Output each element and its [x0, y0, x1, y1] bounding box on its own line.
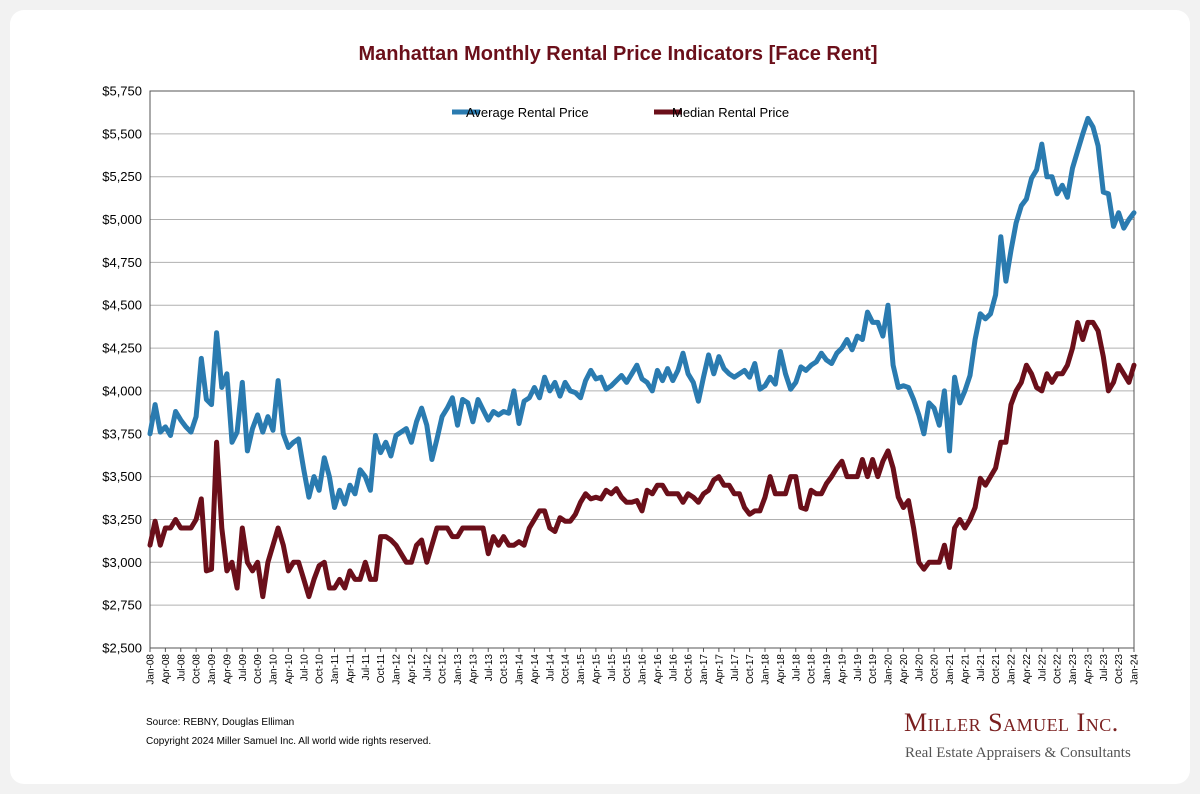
legend-label-average: Average Rental Price — [466, 105, 589, 120]
x-tick-label: Apr-17 — [714, 654, 725, 684]
x-tick-label: Apr-11 — [345, 654, 356, 684]
x-tick-label: Apr-20 — [899, 654, 910, 684]
y-tick-label: $5,000 — [102, 212, 142, 227]
x-tick-label: Jul-09 — [238, 654, 249, 682]
x-tick-label: Apr-22 — [1022, 654, 1033, 684]
x-tick-label: Jan-20 — [884, 654, 895, 685]
x-tick-label: Jul-23 — [1099, 654, 1110, 682]
x-tick-label: Oct-19 — [868, 654, 879, 684]
copyright-note: Copyright 2024 Miller Samuel Inc. All wo… — [146, 736, 432, 747]
y-tick-label: $3,250 — [102, 512, 142, 527]
x-tick-label: Jan-24 — [1130, 654, 1141, 685]
brand-logo-name: Miller Samuel Inc. — [904, 708, 1119, 737]
legend-label-median: Median Rental Price — [672, 105, 789, 120]
y-tick-label: $5,500 — [102, 126, 142, 141]
x-tick-label: Jul-08 — [176, 654, 187, 682]
x-tick-label: Oct-21 — [991, 654, 1002, 684]
x-tick-label: Jul-15 — [607, 654, 618, 682]
x-tick-label: Oct-23 — [1114, 654, 1125, 684]
x-tick-label: Oct-16 — [684, 654, 695, 684]
chart-title: Manhattan Monthly Rental Price Indicator… — [359, 43, 878, 65]
x-tick-label: Apr-16 — [653, 654, 664, 684]
x-tick-label: Jul-10 — [299, 654, 310, 682]
x-tick-label: Apr-23 — [1083, 654, 1094, 684]
x-tick-label: Jan-17 — [699, 654, 710, 685]
x-tick-label: Oct-17 — [745, 654, 756, 684]
x-tick-label: Oct-18 — [807, 654, 818, 684]
x-tick-label: Oct-14 — [561, 654, 572, 684]
x-tick-label: Oct-15 — [622, 654, 633, 684]
source-note: Source: REBNY, Douglas Elliman — [146, 717, 295, 728]
x-tick-label: Apr-21 — [960, 654, 971, 684]
x-tick-label: Jan-09 — [207, 654, 218, 685]
y-tick-label: $5,250 — [102, 169, 142, 184]
series-line-average — [147, 115, 1137, 510]
x-tick-label: Apr-09 — [222, 654, 233, 684]
x-tick-label: Jan-08 — [146, 654, 157, 685]
x-tick-label: Jul-20 — [914, 654, 925, 682]
x-tick-label: Oct-08 — [192, 654, 203, 684]
x-tick-label: Oct-11 — [376, 654, 387, 684]
x-tick-label: Jul-11 — [361, 654, 372, 681]
x-tick-label: Oct-10 — [315, 654, 326, 684]
x-tick-label: Apr-12 — [407, 654, 418, 684]
x-tick-label: Jan-16 — [638, 654, 649, 685]
y-axis: $2,500 $2,750 $3,000 $3,250 $3,500 $3,750 $4,0… — [102, 84, 142, 656]
x-tick-label: Jan-12 — [392, 654, 403, 685]
brand-logo-tagline: Real Estate Appraisers & Consultants — [905, 745, 1131, 761]
x-tick-label: Jul-22 — [1037, 654, 1048, 682]
y-tick-label: $4,500 — [102, 298, 142, 313]
x-tick-label: Jan-18 — [761, 654, 772, 685]
series-lines — [147, 115, 1137, 600]
x-tick-label: Jan-13 — [453, 654, 464, 685]
x-tick-label: Oct-12 — [438, 654, 449, 684]
y-tick-label: $2,500 — [102, 641, 142, 656]
y-tick-label: $4,000 — [102, 383, 142, 398]
x-tick-label: Jan-11 — [330, 654, 341, 684]
x-tick-label: Oct-22 — [1053, 654, 1064, 684]
x-tick-label: Apr-15 — [591, 654, 602, 684]
y-tick-label: $5,750 — [102, 84, 142, 99]
x-tick-label: Jan-10 — [269, 654, 280, 685]
x-tick-label: Jan-19 — [822, 654, 833, 685]
x-tick-label: Jul-16 — [668, 654, 679, 682]
x-tick-label: Apr-14 — [530, 654, 541, 684]
x-tick-label: Oct-20 — [930, 654, 941, 684]
x-tick-label: Jan-21 — [945, 654, 956, 685]
y-tick-label: $4,250 — [102, 341, 142, 356]
x-tick-label: Jul-21 — [976, 654, 987, 682]
x-tick-label: Jan-23 — [1068, 654, 1079, 685]
x-tick-label: Jul-19 — [853, 654, 864, 682]
x-tick-label: Jul-14 — [545, 654, 556, 682]
x-axis: Jan-08 Apr-08 Jul-08 Oct-08 Jan-09 Apr-09 Jul-… — [146, 648, 1141, 685]
x-tick-label: Oct-13 — [499, 654, 510, 684]
x-tick-label: Jul-12 — [422, 654, 433, 682]
legend: Average Rental Price Median Rental Price — [452, 105, 789, 120]
legend-item-median: Median Rental Price — [654, 105, 789, 120]
x-tick-label: Jul-18 — [791, 654, 802, 682]
x-tick-label: Apr-18 — [776, 654, 787, 684]
legend-item-average: Average Rental Price — [452, 105, 589, 120]
y-tick-label: $2,750 — [102, 598, 142, 613]
x-tick-label: Apr-10 — [284, 654, 295, 684]
series-line-median — [147, 319, 1137, 600]
y-tick-label: $3,000 — [102, 555, 142, 570]
x-tick-label: Jan-22 — [1007, 654, 1018, 685]
x-tick-label: Oct-09 — [253, 654, 264, 684]
x-tick-label: Jul-17 — [730, 654, 741, 682]
x-tick-label: Jan-15 — [576, 654, 587, 685]
x-tick-label: Apr-19 — [837, 654, 848, 684]
y-tick-label: $3,750 — [102, 426, 142, 441]
y-tick-label: $4,750 — [102, 255, 142, 270]
x-tick-label: Jul-13 — [484, 654, 495, 682]
x-tick-label: Jan-14 — [515, 654, 526, 685]
x-tick-label: Apr-08 — [161, 654, 172, 684]
y-tick-label: $3,500 — [102, 469, 142, 484]
x-tick-label: Apr-13 — [468, 654, 479, 684]
